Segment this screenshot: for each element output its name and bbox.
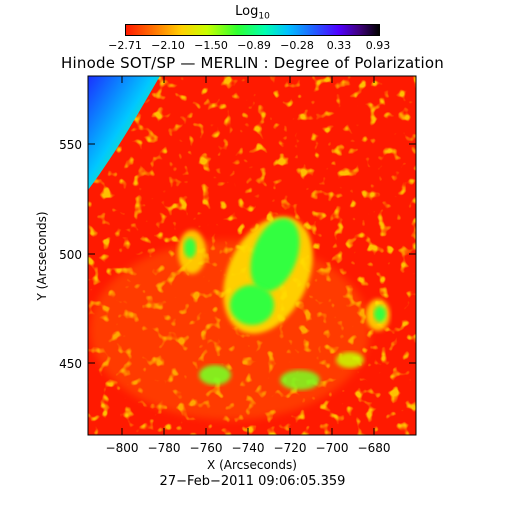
colorbar-tick: 0.93 <box>365 39 391 52</box>
y-axis <box>88 143 416 364</box>
x-tick-label: −680 <box>358 441 391 455</box>
colorbar-tick: −0.28 <box>280 39 314 52</box>
colorbar-tick: −0.89 <box>237 39 271 52</box>
colorbar-label-subscript: 10 <box>258 11 270 22</box>
colorbar-title: Log10 <box>0 4 505 22</box>
x-tick-label: −760 <box>190 441 223 455</box>
y-tick-labels: 450 500 550 <box>59 138 82 371</box>
colorbar-tick: 0.33 <box>326 39 352 52</box>
colorbar-tick: −1.50 <box>194 39 228 52</box>
x-tick-labels: −800 −780 −760 −740 −720 −700 −680 <box>106 441 391 455</box>
x-tick-label: −700 <box>316 441 349 455</box>
y-tick-label: 550 <box>59 138 82 152</box>
x-tick-label: −800 <box>106 441 139 455</box>
y-tick-label: 500 <box>59 248 82 262</box>
colorbar-label: Log <box>235 4 259 19</box>
colorbar-tick: −2.10 <box>151 39 185 52</box>
x-tick-label: −720 <box>274 441 307 455</box>
plot-frame <box>87 75 417 436</box>
polarization-image <box>88 76 416 435</box>
x-tick-label: −780 <box>148 441 181 455</box>
colorbar-tick: −2.71 <box>108 39 142 52</box>
y-tick-label: 450 <box>59 357 82 371</box>
x-tick-label: −740 <box>232 441 265 455</box>
x-axis <box>121 76 375 435</box>
x-axis-label: X (Arcseconds) <box>207 458 297 472</box>
y-axis-label: Y (Arcseconds) <box>35 211 49 301</box>
plot-title: Hinode SOT/SP — MERLIN : Degree of Polar… <box>61 54 444 72</box>
colorbar-ticks: −2.71 −2.10 −1.50 −0.89 −0.28 0.33 0.93 <box>105 39 405 53</box>
timestamp: 27−Feb−2011 09:06:05.359 <box>159 474 346 489</box>
colorbar <box>125 24 380 36</box>
